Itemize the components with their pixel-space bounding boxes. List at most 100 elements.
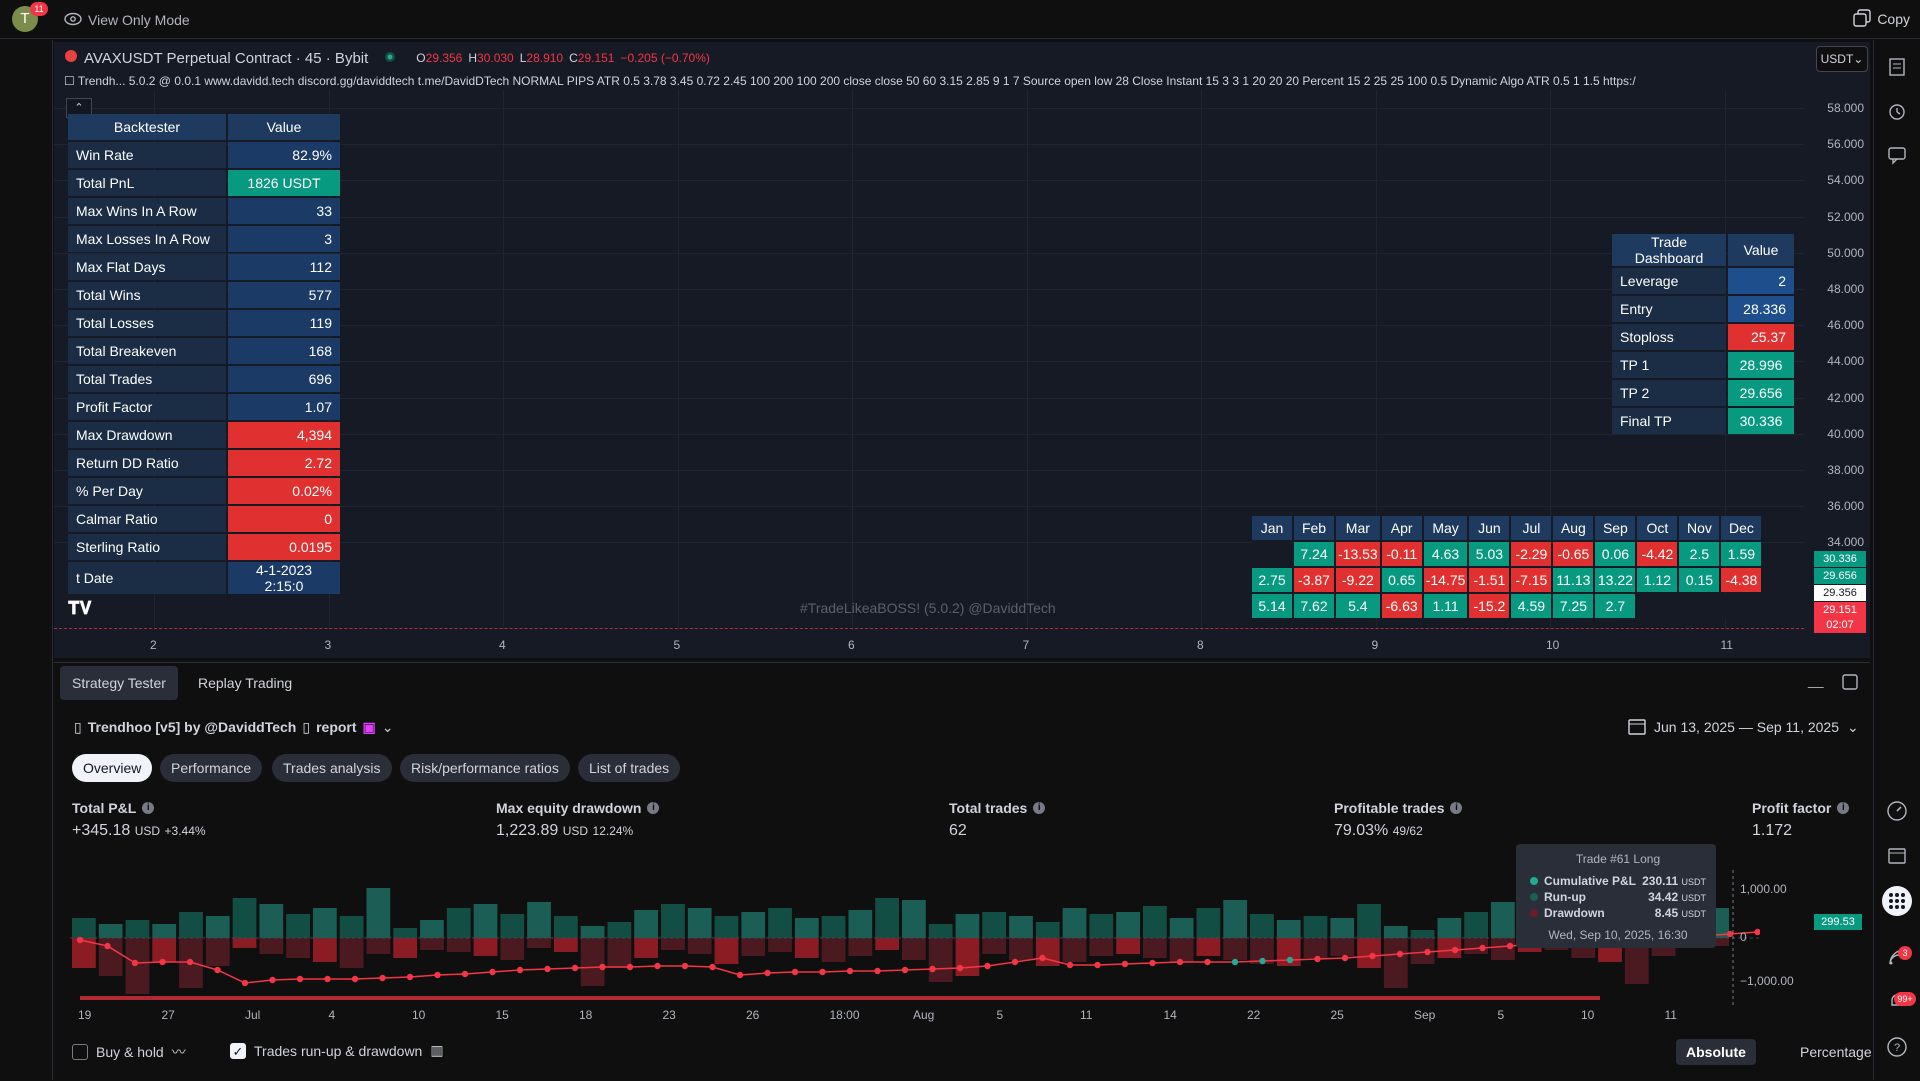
view-only-label: View Only Mode [88,12,190,28]
grid-line-h [54,433,1804,435]
equity-point[interactable] [1369,952,1376,960]
percentage-button[interactable]: Percentage [1800,1044,1872,1060]
equity-point[interactable] [1176,958,1184,966]
equity-point[interactable] [1039,954,1046,962]
drawdown-bar [125,938,150,994]
drawdown-bar [1062,938,1087,962]
subtab-performance[interactable]: Performance [160,754,263,782]
equity-point[interactable] [296,975,304,983]
monthly-cell: -1.51 [1469,568,1510,592]
date-range-selector[interactable]: Jun 13, 2025 — Sep 11, 2025 ⌄ [1628,716,1859,738]
equity-point[interactable] [654,962,661,970]
subtab-list-of-trades[interactable]: List of trades [578,754,681,782]
subtab-trades-analysis[interactable]: Trades analysis [272,754,392,782]
drawdown-bar [768,938,792,952]
buy-hold-toggle[interactable]: Buy & hold 〰 [72,1042,186,1062]
equity-point[interactable] [1451,946,1459,954]
equity-point[interactable] [956,964,964,972]
alarm-clock-icon[interactable] [1882,96,1912,126]
equity-point[interactable] [461,970,469,978]
equity-point[interactable] [791,968,799,976]
calendar-icon[interactable] [1882,840,1912,870]
indicator-checkbox-icon[interactable]: ☐ [64,74,78,88]
equity-point[interactable] [1149,959,1156,967]
equity-point[interactable] [1341,954,1349,962]
equity-point[interactable] [406,973,414,981]
runup-drawdown-toggle[interactable]: ✓ Trades run-up & drawdown ▥ [230,1042,444,1059]
equity-point[interactable] [1094,961,1101,969]
subtab-risk-performance-ratios[interactable]: Risk/performance ratios [400,754,570,782]
speedometer-icon[interactable] [1882,796,1912,826]
equity-point[interactable] [131,959,139,967]
equity-point[interactable] [1506,942,1514,950]
equity-point[interactable] [1424,948,1431,956]
absolute-button[interactable]: Absolute [1676,1039,1756,1065]
equity-point[interactable] [186,958,194,966]
copy-button[interactable]: Copy [1853,8,1910,30]
equity-point[interactable] [324,975,331,983]
equity-point[interactable] [1011,958,1019,966]
equity-point[interactable] [929,965,936,973]
equity-x-label: 18:00 [829,1008,860,1022]
equity-point[interactable] [764,969,771,977]
equity-point[interactable] [1121,960,1129,968]
tab-replay-trading[interactable]: Replay Trading [198,675,293,691]
runup-bar [98,924,123,938]
price-scale[interactable]: 58.000 56.000 54.000 52.000 50.000 48.000 46.0… [1806,90,1870,630]
equity-point[interactable] [901,966,909,974]
equity-point[interactable] [1479,944,1486,952]
equity-point[interactable] [214,966,221,974]
equity-point[interactable] [846,967,854,975]
watchlist-icon[interactable] [1882,52,1912,82]
equity-point[interactable] [571,964,579,972]
currency-selector[interactable]: USDT ⌄ [1816,46,1868,72]
equity-chart[interactable] [70,870,1760,1006]
equity-point[interactable] [159,958,166,966]
chat-icon[interactable] [1882,140,1912,170]
equity-point[interactable] [626,963,634,971]
dashboard-row: Entry 28.336 [1612,296,1794,322]
tradingview-logo-icon: 𝐓𝐕 [68,598,92,618]
equity-point[interactable] [681,962,689,970]
equity-point[interactable] [1754,928,1760,936]
equity-point[interactable] [1066,961,1074,969]
equity-point[interactable] [379,974,386,982]
equity-point[interactable] [434,971,441,979]
symbol-title[interactable]: AVAXUSDT Perpetual Contract · 45 · Bybit [84,49,369,67]
maximize-icon[interactable] [1842,674,1858,693]
view-only-mode[interactable]: View Only Mode [64,10,190,30]
equity-point[interactable] [736,971,744,979]
equity-point[interactable] [516,966,524,974]
equity-point[interactable] [489,968,496,976]
equity-point[interactable] [76,936,84,944]
equity-point[interactable] [104,942,111,950]
equity-point[interactable] [1396,950,1404,958]
buy-hold-checkbox[interactable] [72,1044,88,1060]
runup-drawdown-checkbox[interactable]: ✓ [230,1042,246,1059]
equity-point[interactable] [1286,956,1294,964]
equity-point[interactable] [544,965,551,973]
tab-strategy-tester[interactable]: Strategy Tester [60,666,178,700]
equity-point[interactable] [241,979,249,987]
time-axis[interactable]: 2 3 4 5 6 7 8 9 10 11 [54,636,1804,656]
help-icon[interactable]: ? [1882,1032,1912,1062]
chevron-down-icon[interactable]: ⌄ [381,718,394,735]
equity-point[interactable] [1314,955,1321,963]
equity-point[interactable] [709,963,716,971]
equity-point[interactable] [819,968,826,976]
apps-grid-icon[interactable] [1882,886,1912,916]
strategy-title[interactable]: ▯ Trendhoo [v5] by @DaviddTech ▯ report … [74,716,394,738]
equity-point[interactable] [1726,930,1734,938]
subtab-overview[interactable]: Overview [72,754,153,782]
equity-point[interactable] [1231,958,1239,966]
equity-point[interactable] [351,975,359,983]
equity-point[interactable] [874,967,881,975]
equity-point[interactable] [269,976,276,984]
equity-point[interactable] [1204,958,1211,966]
equity-point[interactable] [599,963,606,971]
indicator-legend[interactable]: ☐ Trendh... 5.0.2 @ 0.0.1 www.davidd.tec… [64,74,1636,88]
equity-point[interactable] [984,962,991,970]
grid-line-v [1026,90,1028,630]
minimize-icon[interactable]: __ [1808,672,1824,688]
equity-point[interactable] [1259,957,1266,965]
